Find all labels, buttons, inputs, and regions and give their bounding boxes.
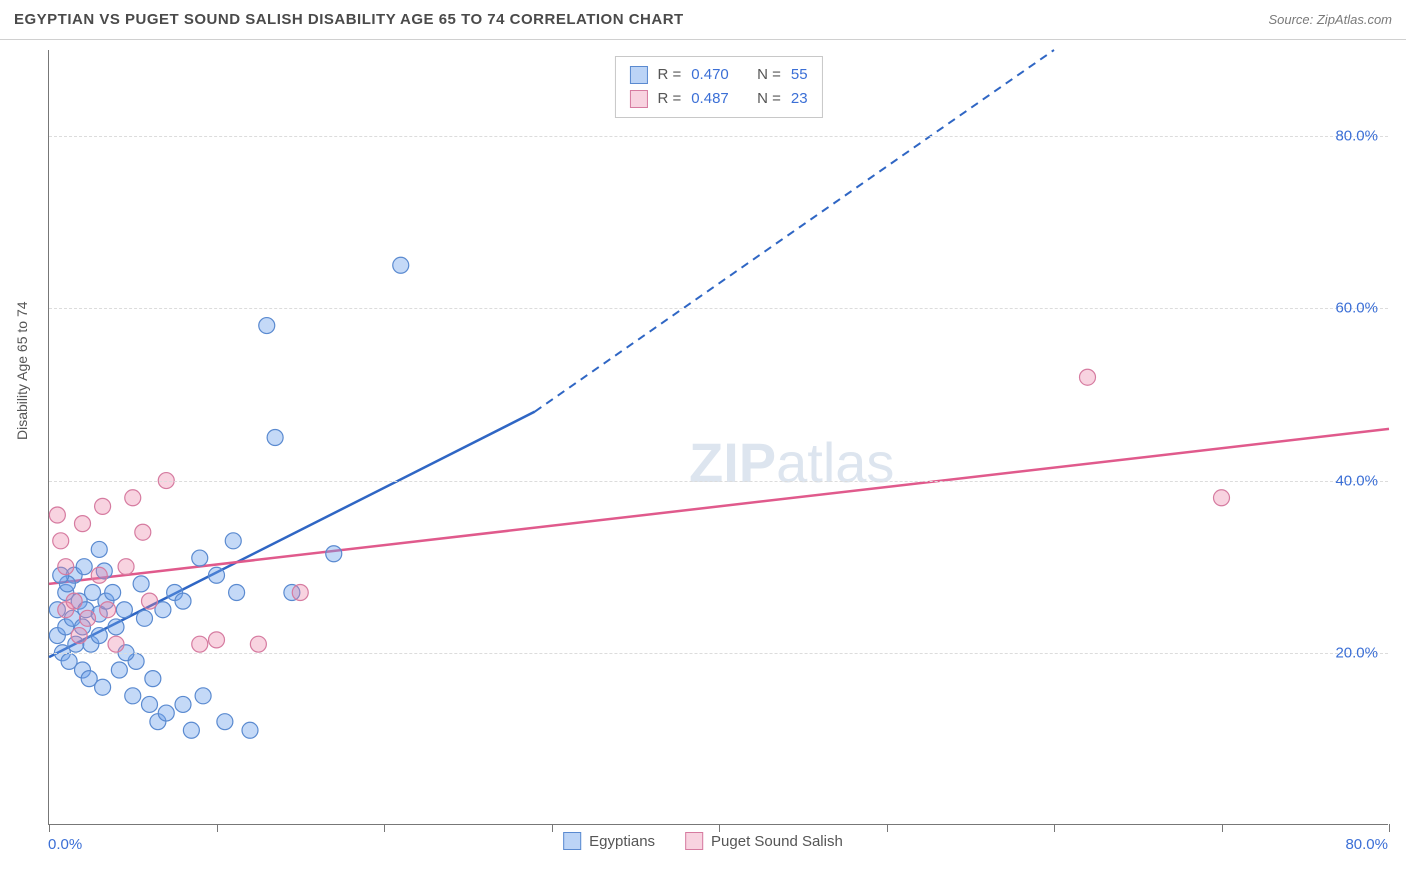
n-value: 55 (791, 63, 808, 87)
data-point (217, 714, 233, 730)
data-point (142, 696, 158, 712)
gridline (49, 653, 1388, 654)
data-point (108, 619, 124, 635)
x-tick (49, 824, 50, 832)
x-tick (719, 824, 720, 832)
data-point (393, 257, 409, 273)
data-point (125, 490, 141, 506)
y-tick-label: 60.0% (1335, 300, 1378, 317)
x-tick (1389, 824, 1390, 832)
data-point (71, 628, 87, 644)
data-point (145, 671, 161, 687)
y-tick-label: 20.0% (1335, 644, 1378, 661)
data-point (259, 318, 275, 334)
chart-title: EGYPTIAN VS PUGET SOUND SALISH DISABILIT… (14, 11, 684, 28)
chart-svg (49, 50, 1388, 824)
data-point (66, 593, 82, 609)
data-point (225, 533, 241, 549)
data-point (118, 559, 134, 575)
data-point (292, 585, 308, 601)
data-point (108, 636, 124, 652)
data-point (75, 516, 91, 532)
y-tick-label: 80.0% (1335, 128, 1378, 145)
data-point (1080, 369, 1096, 385)
data-point (53, 533, 69, 549)
data-point (91, 567, 107, 583)
data-point (111, 662, 127, 678)
plot-area: R = 0.470 N = 55 R = 0.487 N = 23 ZIPatl… (48, 50, 1388, 825)
data-point (326, 546, 342, 562)
x-tick (552, 824, 553, 832)
data-point (1214, 490, 1230, 506)
swatch-icon (629, 90, 647, 108)
regression-line (49, 412, 535, 657)
legend-label: Egyptians (589, 833, 655, 850)
data-point (91, 628, 107, 644)
y-tick-label: 40.0% (1335, 472, 1378, 489)
x-tick (384, 824, 385, 832)
data-point (133, 576, 149, 592)
data-point (158, 705, 174, 721)
swatch-icon (685, 832, 703, 850)
legend-row: R = 0.470 N = 55 (629, 63, 807, 87)
data-point (209, 632, 225, 648)
x-tick (1054, 824, 1055, 832)
r-label: R = (657, 87, 681, 111)
gridline (49, 136, 1388, 137)
n-label: N = (757, 63, 781, 87)
legend-label: Puget Sound Salish (711, 833, 843, 850)
data-point (195, 688, 211, 704)
data-point (242, 722, 258, 738)
data-point (105, 585, 121, 601)
data-point (142, 593, 158, 609)
data-point (125, 688, 141, 704)
data-point (183, 722, 199, 738)
r-label: R = (657, 63, 681, 87)
legend-item: Puget Sound Salish (685, 832, 843, 850)
data-point (229, 585, 245, 601)
data-point (250, 636, 266, 652)
data-point (192, 550, 208, 566)
x-axis-min-label: 0.0% (48, 836, 82, 853)
swatch-icon (563, 832, 581, 850)
gridline (49, 481, 1388, 482)
data-point (136, 610, 152, 626)
source-attribution: Source: ZipAtlas.com (1268, 12, 1392, 27)
data-point (100, 602, 116, 618)
data-point (135, 524, 151, 540)
series-legend: Egyptians Puget Sound Salish (563, 832, 843, 850)
x-tick (1222, 824, 1223, 832)
data-point (192, 636, 208, 652)
data-point (58, 559, 74, 575)
y-axis-label: Disability Age 65 to 74 (14, 301, 30, 440)
x-axis-max-label: 80.0% (1345, 836, 1388, 853)
data-point (175, 696, 191, 712)
correlation-legend: R = 0.470 N = 55 R = 0.487 N = 23 (614, 56, 822, 118)
data-point (49, 507, 65, 523)
data-point (209, 567, 225, 583)
data-point (95, 679, 111, 695)
data-point (91, 541, 107, 557)
data-point (76, 559, 92, 575)
x-tick (887, 824, 888, 832)
r-value: 0.487 (691, 87, 729, 111)
legend-row: R = 0.487 N = 23 (629, 87, 807, 111)
x-tick (217, 824, 218, 832)
gridline (49, 308, 1388, 309)
n-value: 23 (791, 87, 808, 111)
swatch-icon (629, 66, 647, 84)
title-bar: EGYPTIAN VS PUGET SOUND SALISH DISABILIT… (0, 0, 1406, 40)
data-point (95, 498, 111, 514)
data-point (116, 602, 132, 618)
regression-line (49, 429, 1389, 584)
data-point (80, 610, 96, 626)
data-point (175, 593, 191, 609)
legend-item: Egyptians (563, 832, 655, 850)
data-point (267, 430, 283, 446)
r-value: 0.470 (691, 63, 729, 87)
n-label: N = (757, 87, 781, 111)
